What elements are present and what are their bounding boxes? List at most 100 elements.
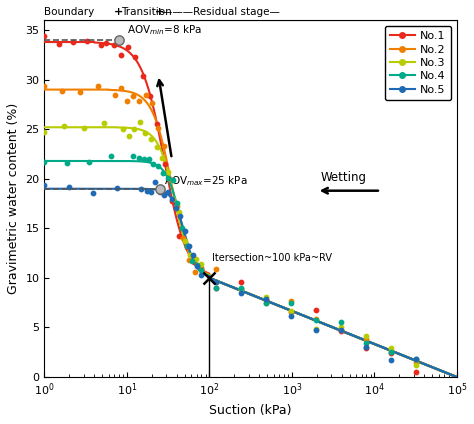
Point (337, 318, 345, 325)
Point (412, 359, 419, 365)
Point (41, 181, 48, 188)
Point (179, 234, 187, 241)
Point (76, 89, 83, 95)
Legend: No.1, No.2, No.3, No.4, No.5: No.1, No.2, No.3, No.4, No.5 (384, 26, 451, 100)
Text: AOV$_{min}$=8 kPa: AOV$_{min}$=8 kPa (127, 23, 202, 37)
Point (362, 344, 369, 351)
Point (113, 185, 121, 192)
Point (97, 42, 104, 48)
Point (193, 263, 201, 270)
Point (362, 344, 369, 351)
Text: Itersection~100 kPa~RV: Itersection~100 kPa~RV (212, 253, 332, 263)
Point (142, 130, 149, 137)
Point (83, 37, 91, 44)
Point (337, 327, 345, 334)
Point (181, 238, 189, 245)
Point (237, 285, 245, 292)
Point (65, 183, 73, 190)
Point (173, 204, 180, 211)
Point (212, 285, 220, 291)
Point (117, 85, 125, 92)
Point (168, 195, 176, 202)
Point (143, 187, 151, 194)
Point (152, 179, 159, 185)
Point (387, 345, 394, 352)
Point (191, 268, 199, 275)
Point (135, 155, 143, 162)
Point (115, 36, 123, 43)
Point (139, 73, 146, 79)
Point (192, 256, 200, 262)
Point (237, 286, 245, 293)
Point (198, 265, 205, 272)
Point (169, 176, 176, 183)
Point (177, 212, 184, 219)
Point (212, 279, 220, 286)
Point (137, 185, 145, 192)
Point (136, 98, 143, 105)
Point (164, 188, 172, 195)
Point (170, 195, 177, 202)
Point (337, 327, 345, 334)
Point (63, 159, 71, 166)
Point (198, 267, 205, 273)
Point (262, 293, 270, 300)
Point (178, 224, 186, 231)
Point (262, 300, 270, 307)
Point (173, 199, 181, 206)
Point (41, 158, 48, 165)
Point (125, 133, 133, 140)
Point (154, 124, 162, 131)
Point (387, 349, 394, 356)
Point (119, 125, 127, 132)
Point (55, 40, 62, 47)
Point (387, 357, 394, 364)
Point (185, 257, 193, 263)
Point (154, 120, 161, 127)
Point (312, 316, 319, 323)
Point (160, 192, 167, 199)
Point (142, 91, 149, 98)
Point (145, 156, 153, 163)
Point (85, 159, 93, 165)
Point (123, 97, 131, 104)
Point (337, 326, 345, 333)
Point (237, 279, 245, 286)
Point (146, 92, 154, 99)
Point (69, 39, 76, 45)
Point (100, 120, 107, 126)
Point (185, 243, 192, 250)
Point (212, 278, 220, 285)
Point (175, 208, 183, 215)
Point (160, 142, 168, 149)
Point (312, 326, 319, 333)
Point (198, 272, 205, 279)
Point (60, 122, 68, 129)
Point (168, 198, 176, 204)
Point (287, 300, 295, 307)
Point (108, 153, 115, 160)
Point (164, 175, 172, 181)
Point (198, 261, 205, 268)
Point (337, 324, 345, 331)
Point (124, 43, 132, 50)
Point (237, 285, 245, 292)
Point (287, 309, 295, 316)
Point (150, 160, 157, 167)
Point (158, 155, 166, 162)
Point (312, 316, 319, 323)
Point (287, 298, 295, 304)
Point (387, 348, 394, 354)
Point (164, 169, 172, 176)
Point (130, 126, 138, 132)
Point (136, 119, 144, 126)
Point (102, 40, 110, 47)
Point (362, 336, 369, 343)
Point (262, 296, 270, 303)
Point (89, 190, 97, 196)
Point (173, 203, 181, 209)
Text: AOV$_{max}$=25 kPa: AOV$_{max}$=25 kPa (164, 174, 247, 188)
Point (147, 189, 155, 195)
Y-axis label: Gravimetric water content (%): Gravimetric water content (%) (7, 103, 20, 294)
Text: Boundary: Boundary (45, 7, 95, 17)
